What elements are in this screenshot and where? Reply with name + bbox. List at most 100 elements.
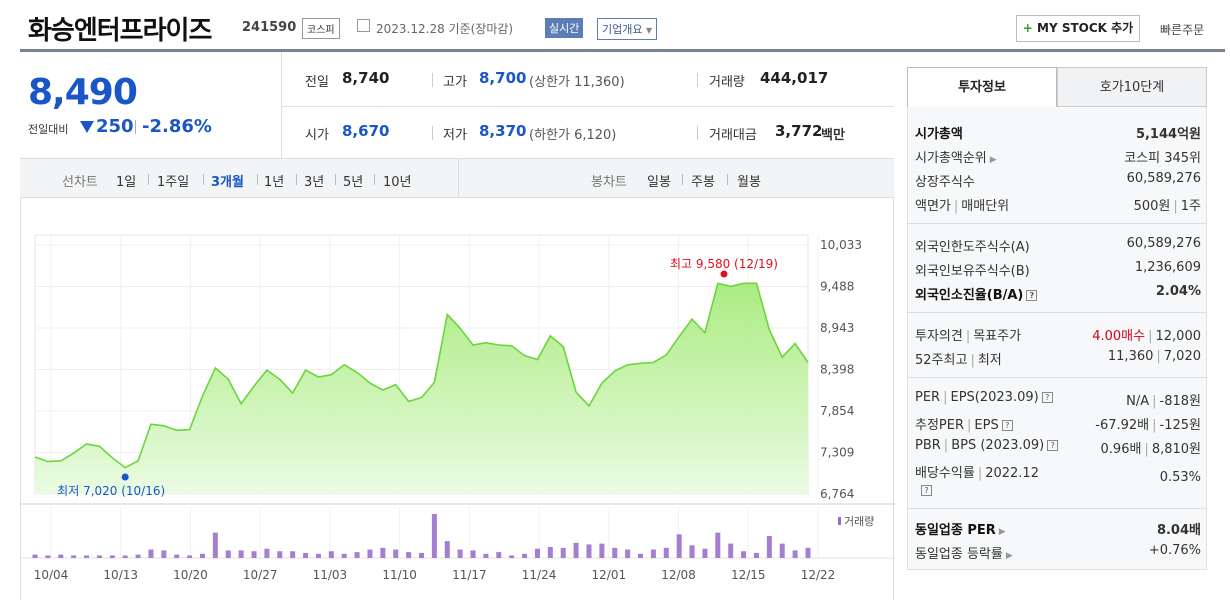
period-tab-0[interactable]: 1일 bbox=[116, 175, 137, 190]
high-marker bbox=[720, 270, 728, 278]
par-row: 액면가 | 매매단위 500원 | 1주 bbox=[915, 199, 1201, 214]
sector-per-label: 동일업종 PER bbox=[915, 523, 996, 538]
market-cap-rank-label: 시가총액순위 bbox=[915, 151, 987, 166]
x-tick-label: 10/20 bbox=[173, 568, 208, 582]
period-divider bbox=[458, 159, 459, 197]
prev-compare-label: 전일대비 bbox=[28, 123, 69, 136]
quick-order-button[interactable]: 빠른주문 bbox=[1160, 23, 1205, 37]
shares-label: 상장주식수 bbox=[915, 175, 975, 190]
foreign-ratio-value: 2.04% bbox=[1155, 284, 1201, 299]
plus-icon: + bbox=[1022, 21, 1033, 35]
period-tab-1[interactable]: 1주일 bbox=[157, 175, 190, 190]
x-tick-label: 11/10 bbox=[382, 568, 417, 582]
help-icon[interactable]: ? bbox=[921, 485, 932, 496]
y-tick-label: 7,309 bbox=[820, 446, 854, 460]
x-tick-label: 12/15 bbox=[731, 568, 766, 582]
high-label: 최고 9,580 (12/19) bbox=[670, 257, 778, 271]
sector-per-row[interactable]: 동일업종 PER ▶ 8.04배 bbox=[915, 519, 1201, 538]
volume-bar bbox=[290, 551, 296, 558]
est-per-value: -67.92배 bbox=[1095, 418, 1150, 433]
sector-change-label: 동일업종 등락률 bbox=[915, 547, 1003, 562]
panel-divider bbox=[907, 377, 1207, 378]
volume-bar bbox=[212, 532, 218, 558]
period-separator bbox=[148, 174, 149, 185]
x-tick-label: 10/27 bbox=[243, 568, 278, 582]
est-per-row: 추정PER | EPS? -67.92배 | -125원 bbox=[915, 418, 1201, 433]
volume-legend: 거래량 bbox=[844, 515, 874, 528]
target-label: 목표주가 bbox=[973, 329, 1022, 344]
prev-close-value: 8,740 bbox=[342, 69, 390, 87]
pbr-value: 0.96배 bbox=[1100, 442, 1142, 457]
w52-high-value: 11,360 bbox=[1107, 349, 1154, 364]
volume-bar bbox=[148, 549, 154, 558]
volume-bar bbox=[496, 552, 502, 558]
quote-separator bbox=[432, 126, 433, 140]
high-value: 8,700 bbox=[479, 69, 527, 87]
candle-tab-1[interactable]: 주봉 bbox=[691, 175, 715, 190]
add-my-stock-button[interactable]: + MY STOCK 추가 bbox=[1016, 15, 1140, 42]
period-tab-2[interactable]: 3개월 bbox=[211, 175, 244, 190]
volume-bar bbox=[534, 548, 540, 558]
volume-bar bbox=[431, 514, 437, 558]
help-icon[interactable]: ? bbox=[1047, 440, 1059, 451]
foreign-hold-label: 외국인보유주식수(B) bbox=[915, 264, 1030, 279]
period-tab-4[interactable]: 3년 bbox=[304, 175, 325, 190]
volume-bar bbox=[393, 549, 399, 558]
volume-bar bbox=[470, 550, 476, 558]
volume-label: 거래량 bbox=[709, 75, 745, 90]
open-label: 시가 bbox=[305, 128, 329, 143]
period-separator bbox=[257, 174, 258, 185]
tab-hoga-10[interactable]: 호가10단계 bbox=[1057, 67, 1207, 107]
volume-bar bbox=[586, 544, 592, 558]
eps-value: -818원 bbox=[1159, 394, 1201, 409]
volume-bar bbox=[303, 552, 309, 558]
x-tick-label: 11/17 bbox=[452, 568, 487, 582]
sector-change-row[interactable]: 동일업종 등락률 ▶ +0.76% bbox=[915, 543, 1201, 562]
volume-bar bbox=[663, 547, 669, 558]
shares-row: 상장주식수 60,589,276 bbox=[915, 171, 1201, 190]
volume-bar bbox=[45, 555, 51, 558]
market-cap-rank-row[interactable]: 시가총액순위 ▶ 코스피 345위 bbox=[915, 147, 1201, 166]
period-toolbar bbox=[20, 158, 894, 198]
volume-bar bbox=[702, 548, 708, 558]
period-separator bbox=[374, 174, 375, 185]
volume-bar bbox=[315, 553, 321, 558]
w52-row: 52주최고 | 최저 11,360 | 7,020 bbox=[915, 349, 1201, 368]
low-value: 8,370 bbox=[479, 122, 527, 140]
volume-bar bbox=[741, 551, 747, 558]
period-tab-6[interactable]: 10년 bbox=[383, 175, 412, 190]
period-tab-3[interactable]: 1년 bbox=[264, 175, 285, 190]
help-icon[interactable]: ? bbox=[1001, 420, 1013, 431]
panel-divider bbox=[907, 312, 1207, 313]
help-icon[interactable]: ? bbox=[1026, 290, 1038, 301]
x-tick-label: 12/08 bbox=[661, 568, 696, 582]
volume-bar bbox=[406, 552, 412, 558]
period-separator bbox=[335, 174, 336, 185]
volume-bar bbox=[599, 543, 605, 558]
candle-tab-0[interactable]: 일봉 bbox=[647, 175, 671, 190]
market-badge: 코스피 bbox=[302, 18, 340, 39]
par-value: 500원 bbox=[1133, 199, 1171, 214]
x-tick-label: 10/13 bbox=[103, 568, 138, 582]
period-tab-5[interactable]: 5년 bbox=[343, 175, 364, 190]
help-icon[interactable]: ? bbox=[1041, 392, 1053, 403]
calendar-icon bbox=[357, 19, 370, 32]
volume-bar bbox=[779, 543, 785, 558]
price-chart: 10,033 9,488 8,943 8,398 7,854 7,309 6,764 10/0… bbox=[20, 198, 895, 600]
candle-chart-label: 봉차트 bbox=[591, 175, 627, 190]
company-overview-button[interactable]: 기업개요 ▼ bbox=[597, 18, 658, 40]
quote-row-divider bbox=[282, 106, 894, 107]
quote-separator bbox=[697, 73, 698, 87]
sector-change-value: +0.76% bbox=[1148, 543, 1201, 558]
y-tick-label: 9,488 bbox=[820, 280, 854, 294]
volume-legend-swatch bbox=[838, 517, 841, 525]
volume-bar bbox=[483, 553, 489, 558]
volume-bar bbox=[650, 549, 656, 558]
volume-bar bbox=[354, 552, 360, 558]
volume-bar bbox=[238, 550, 244, 558]
realtime-badge[interactable]: 실시간 bbox=[545, 18, 584, 38]
tab-invest-info[interactable]: 투자정보 bbox=[907, 67, 1057, 107]
candle-tab-2[interactable]: 월봉 bbox=[737, 175, 761, 190]
volume-bar bbox=[225, 550, 231, 558]
x-tick-label: 11/03 bbox=[313, 568, 348, 582]
